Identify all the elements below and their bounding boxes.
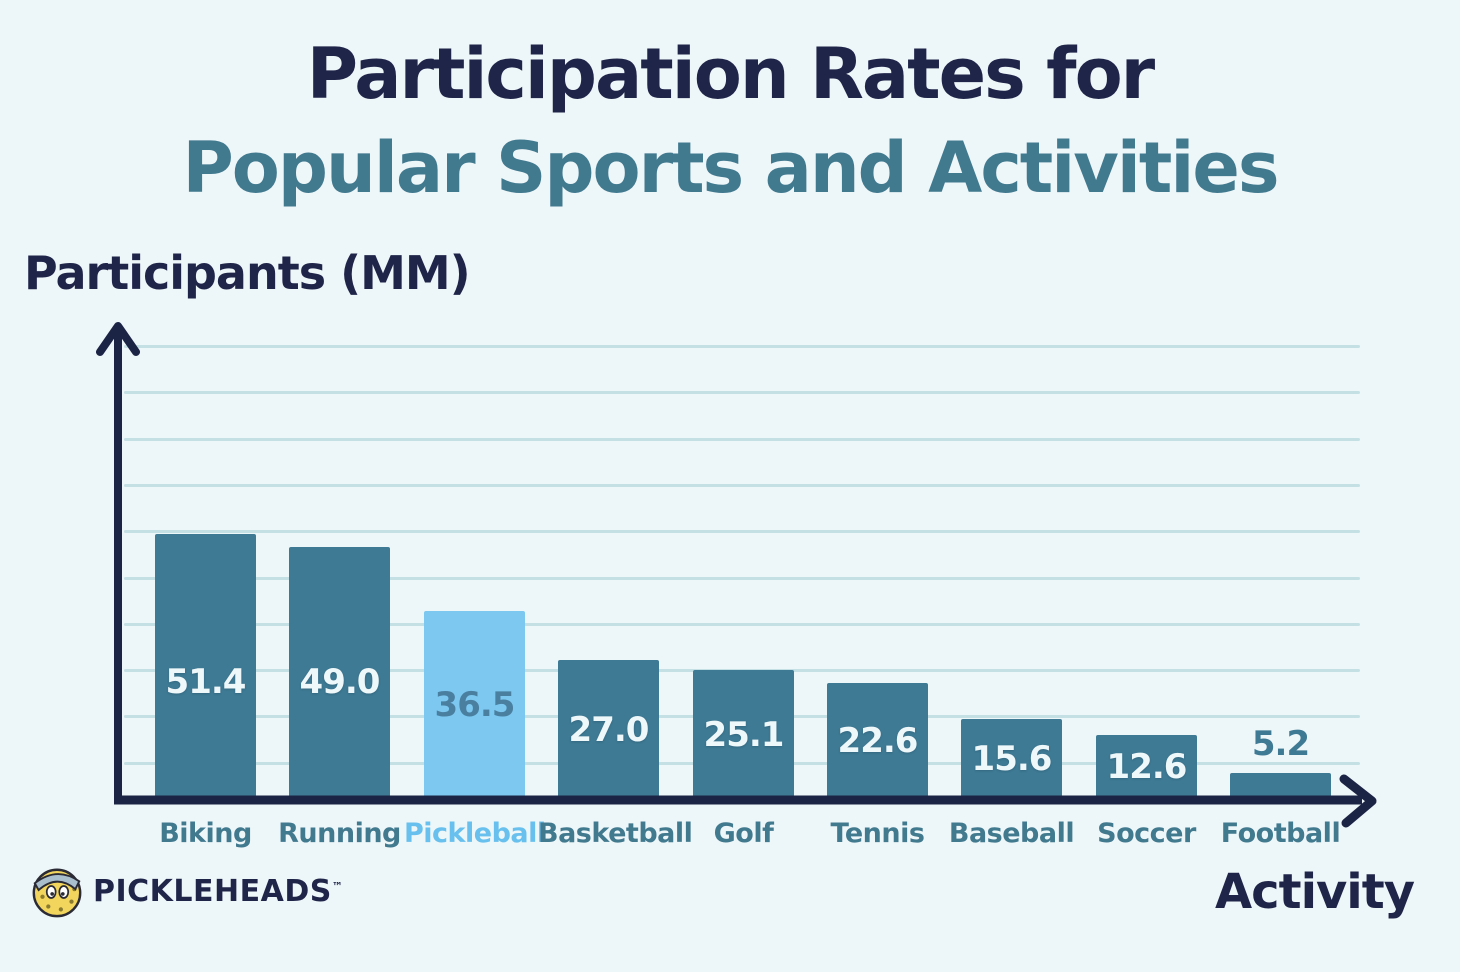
brand-logo: PICKLEHEADS™ xyxy=(28,862,343,920)
title-line-2: Popular Sports and Activities xyxy=(182,127,1280,209)
bar-value-label: 15.6 xyxy=(971,739,1053,779)
bar-baseball xyxy=(961,719,1062,800)
y-axis-label: Participants (MM) xyxy=(24,246,471,300)
category-label-soccer: Soccer xyxy=(1097,818,1196,849)
bar-football xyxy=(1230,773,1331,800)
bar-value-label: 5.2 xyxy=(1251,724,1310,764)
bar-value-label: 27.0 xyxy=(568,710,650,750)
bar-value-label: 22.6 xyxy=(837,721,919,761)
chart-title: Participation Rates for Popular Sports a… xyxy=(0,26,1460,214)
bars-container: 51.4 Biking 49.0 Running 36.5 Pickleball 27.0 B… xyxy=(120,345,1420,849)
pickleball-face-icon xyxy=(32,868,82,918)
bar-tennis xyxy=(827,683,928,800)
category-label-football: Football xyxy=(1220,818,1341,849)
gridline xyxy=(124,484,1360,487)
bar-golf xyxy=(693,670,794,800)
category-label-baseball: Baseball xyxy=(948,818,1075,849)
gridline xyxy=(124,391,1360,394)
bar-value-label: 36.5 xyxy=(434,685,516,725)
title-line-1: Participation Rates for xyxy=(306,33,1155,115)
category-label-golf: Golf xyxy=(713,818,774,849)
bar-pickleball xyxy=(424,611,525,800)
category-label-tennis: Tennis xyxy=(830,818,925,849)
brand-name: PICKLEHEADS™ xyxy=(93,873,344,909)
gridline xyxy=(124,577,1360,580)
bar-value-label: 25.1 xyxy=(703,715,785,755)
bar-basketball xyxy=(558,660,659,800)
bar-value-label: 49.0 xyxy=(299,662,381,702)
category-label-basketball: Basketball xyxy=(538,818,693,849)
x-axis-label: Activity xyxy=(1215,864,1415,920)
gridline xyxy=(124,345,1360,348)
bar-value-label: 51.4 xyxy=(165,662,247,702)
category-label-biking: Biking xyxy=(159,818,252,849)
gridline xyxy=(124,530,1360,533)
category-label-running: Running xyxy=(278,818,401,849)
gridline xyxy=(124,623,1360,626)
bar-running xyxy=(289,547,390,800)
bar-biking xyxy=(155,534,256,800)
trademark-symbol: ™ xyxy=(331,879,344,893)
category-label-pickleball: Pickleball xyxy=(404,818,546,849)
gridline xyxy=(124,438,1360,441)
bar-value-label: 12.6 xyxy=(1106,747,1188,787)
bar-soccer xyxy=(1096,735,1197,800)
